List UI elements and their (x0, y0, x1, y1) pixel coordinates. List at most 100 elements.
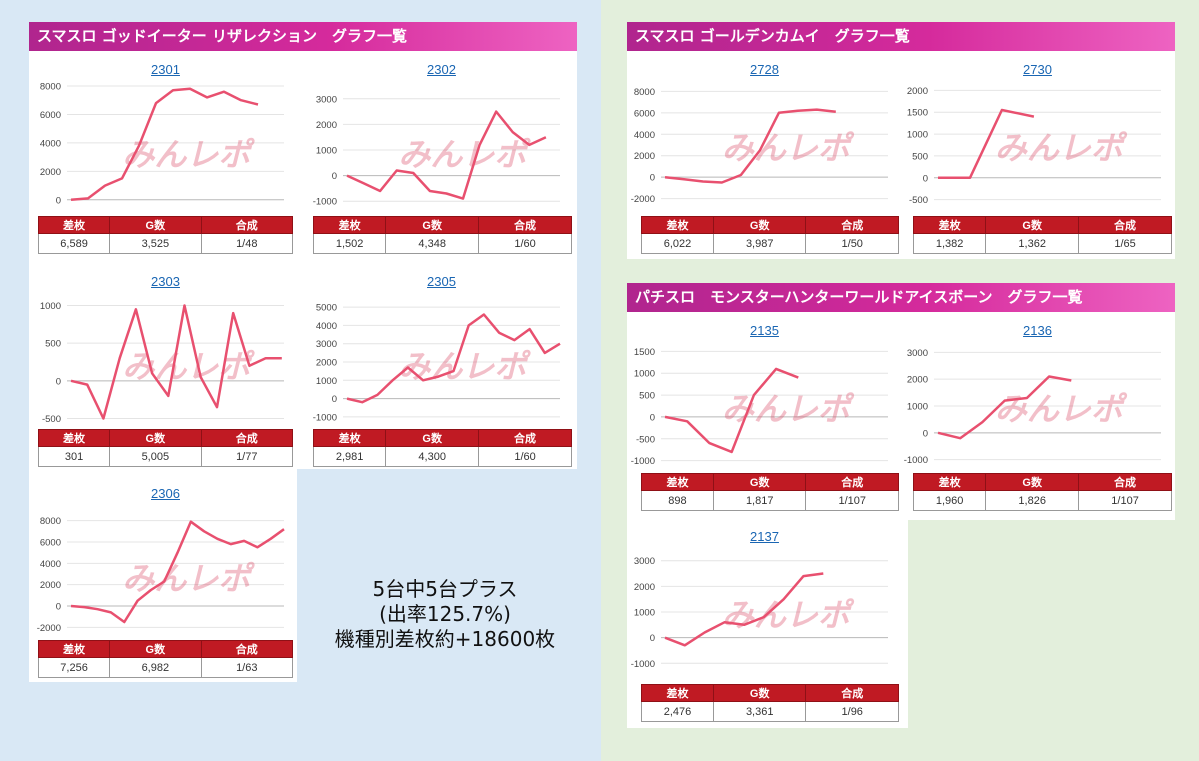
y-tick-label: 0 (332, 171, 337, 182)
series-line (70, 520, 285, 624)
y-tick-label: 1000 (907, 402, 928, 413)
stats-header-cell: 差枚 (312, 216, 387, 234)
stats-table: 差枚 G数 合成 7,256 6,982 1/63 (37, 640, 294, 678)
y-tick-label: 4000 (40, 138, 61, 149)
y-tick-label: 2000 (40, 167, 61, 178)
machine-number-link[interactable]: 2135 (750, 323, 779, 338)
y-tick-label: 3000 (316, 339, 337, 350)
series-line (664, 108, 836, 184)
machine-number-link[interactable]: 2301 (151, 62, 180, 77)
stats-value-cell: 7,256 (37, 657, 111, 678)
stats-header-cell: 差枚 (37, 429, 111, 447)
stats-value-cell: 4,300 (385, 446, 480, 467)
stats-header-cell: 差枚 (312, 429, 387, 447)
watermark-logo: みんレポ (398, 347, 531, 385)
summary-line-2: (出率125.7%) (379, 602, 511, 626)
stats-table: 差枚 G数 合成 6,022 3,987 1/50 (641, 216, 899, 254)
panel-title: パチスロ モンスターハンターワールドアイスボーン グラフ一覧 (627, 283, 1175, 312)
stats-header-cell: 合成 (805, 684, 899, 702)
y-tick-label: 0 (650, 173, 655, 184)
stats-value-cell: 6,589 (37, 233, 111, 254)
machine-number-link[interactable]: 2136 (1023, 323, 1052, 338)
y-tick-label: -2000 (631, 194, 655, 205)
y-tick-label: 3000 (634, 556, 655, 567)
stats-table: 差枚 G数 合成 301 5,005 1/77 (37, 429, 294, 467)
stats-table: 差枚 G数 合成 6,589 3,525 1/48 (37, 216, 294, 254)
y-tick-label: 1000 (316, 146, 337, 157)
stats-header-cell: 合成 (1078, 473, 1172, 491)
watermark-logo: みんレポ (995, 129, 1128, 167)
chart-2137: 2137 3000 2000 1000 0 -1000 みんレポ (627, 529, 902, 697)
stats-value-cell: 1,826 (985, 490, 1080, 511)
y-tick-label: 2000 (316, 120, 337, 131)
chart-2135: 2135 1500 1000 500 0 -500 -1000 みんレポ (627, 323, 902, 491)
machine-number-link[interactable]: 2728 (750, 62, 779, 77)
y-tick-label: 0 (923, 428, 928, 439)
stats-value-cell: 1/60 (478, 446, 572, 467)
stats-value-cell: 1/63 (200, 657, 294, 678)
y-tick-label: 2000 (40, 580, 61, 591)
stats-value-cell: 1,502 (312, 233, 387, 254)
y-tick-label: 6000 (40, 538, 61, 549)
stats-value-cell: 3,361 (712, 701, 807, 722)
stats-value-cell: 1/65 (1078, 233, 1172, 254)
y-tick-label: 2000 (634, 582, 655, 593)
stats-table: 差枚 G数 合成 1,382 1,362 1/65 (912, 216, 1172, 254)
y-tick-label: 0 (650, 412, 655, 423)
machine-number-link[interactable]: 2303 (151, 274, 180, 289)
series-line (70, 304, 282, 420)
y-tick-label: -500 (636, 434, 655, 445)
y-tick-label: -2000 (37, 623, 61, 634)
y-tick-label: 0 (650, 633, 655, 644)
y-tick-label: 0 (56, 376, 61, 387)
series-line (664, 572, 824, 647)
series-line (938, 108, 1035, 180)
series-line (937, 375, 1072, 440)
stats-header-cell: 差枚 (641, 684, 714, 702)
y-tick-label: 2000 (316, 358, 337, 369)
stats-header-cell: 合成 (1078, 216, 1172, 234)
stats-value-cell: 2,981 (312, 446, 387, 467)
y-tick-label: 1000 (634, 608, 655, 619)
y-tick-label: 1500 (634, 347, 655, 358)
y-tick-label: 3000 (316, 94, 337, 105)
line-chart-svg: 3000 2000 1000 0 -1000 みんレポ (631, 556, 888, 670)
stats-header-cell: G数 (109, 429, 202, 447)
stats-value-cell: 1,382 (912, 233, 987, 254)
stats-value-cell: 5,005 (109, 446, 202, 467)
machine-number-link[interactable]: 2305 (427, 274, 456, 289)
stats-header-cell: 差枚 (912, 473, 987, 491)
stats-value-cell: 1/107 (805, 490, 899, 511)
stats-value-cell: 1/107 (1078, 490, 1172, 511)
y-tick-label: 4000 (634, 130, 655, 141)
y-tick-label: 1000 (907, 130, 928, 141)
series-line (346, 110, 547, 200)
stats-header-cell: 合成 (478, 429, 572, 447)
stats-header-cell: 合成 (200, 640, 294, 658)
machine-number-link[interactable]: 2137 (750, 529, 779, 544)
stats-header-cell: 差枚 (37, 640, 111, 658)
stats-header-cell: G数 (712, 216, 807, 234)
machine-number-link[interactable]: 2302 (427, 62, 456, 77)
stats-value-cell: 1/48 (200, 233, 294, 254)
stats-header-cell: G数 (985, 216, 1080, 234)
y-tick-label: 5000 (316, 303, 337, 314)
y-tick-label: 0 (56, 602, 61, 613)
watermark-logo: みんレポ (995, 390, 1128, 428)
machine-number-link[interactable]: 2306 (151, 486, 180, 501)
chart-2730: 2730 2000 1500 1000 500 0 -500 みんレポ (900, 62, 1175, 230)
y-tick-label: 0 (923, 173, 928, 184)
y-tick-label: -500 (909, 195, 928, 206)
y-tick-label: 4000 (316, 321, 337, 332)
y-tick-label: -1000 (631, 659, 655, 670)
y-tick-label: 3000 (907, 348, 928, 359)
stats-header-cell: 差枚 (37, 216, 111, 234)
watermark-logo: みんレポ (722, 596, 855, 634)
y-tick-label: 8000 (40, 516, 61, 527)
chart-2136: 2136 3000 2000 1000 0 -1000 みんレポ (900, 323, 1175, 491)
y-tick-label: 4000 (40, 559, 61, 570)
panel-title: スマスロ ゴッドイーター リザレクション グラフ一覧 (29, 22, 577, 51)
stats-table: 差枚 G数 合成 2,981 4,300 1/60 (312, 429, 572, 467)
machine-number-link[interactable]: 2730 (1023, 62, 1052, 77)
stats-header-cell: G数 (985, 473, 1080, 491)
